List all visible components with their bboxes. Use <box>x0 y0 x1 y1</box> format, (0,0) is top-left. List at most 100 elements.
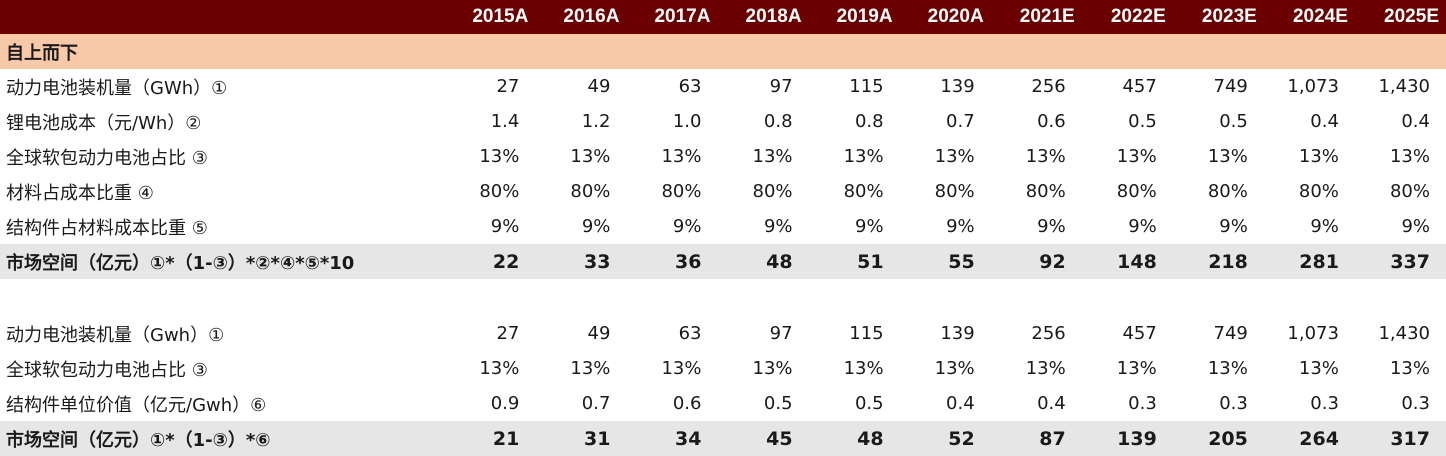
value-cell: 1.2 <box>581 111 611 132</box>
value-cell: 13% <box>570 358 611 379</box>
value-cell: 13% <box>479 358 520 379</box>
value-cell: 13% <box>1025 146 1066 167</box>
value-cell: 1.0 <box>672 111 702 132</box>
value-cell: 9% <box>1310 216 1339 237</box>
value-cell: 63 <box>678 76 702 97</box>
total-value-cell: 22 <box>492 250 520 273</box>
data-row: 结构件单位价值（亿元/Gwh）⑥ 0.9 0.7 0.6 0.5 0.5 0.4 0.4 0.3… <box>0 386 1446 421</box>
total-value-cell: 148 <box>1117 250 1157 273</box>
value-cell: 13% <box>1116 358 1157 379</box>
year-header: 2024E <box>1292 6 1348 27</box>
value-cell: 13% <box>1298 358 1339 379</box>
total-value-cell: 48 <box>857 427 884 450</box>
value-cell: 0.3 <box>1219 393 1248 414</box>
value-cell: 13% <box>1389 358 1430 379</box>
value-cell: 13% <box>752 358 793 379</box>
value-cell: 49 <box>587 323 611 344</box>
value-cell: 0.3 <box>1310 393 1339 414</box>
value-cell: 0.4 <box>1401 111 1430 132</box>
total-value-cell: 218 <box>1208 250 1248 273</box>
total-value-cell: 317 <box>1390 427 1430 450</box>
value-cell: 256 <box>1031 76 1066 97</box>
total-value-cell: 139 <box>1117 427 1157 450</box>
value-cell: 749 <box>1213 323 1248 344</box>
spacer <box>0 279 1446 316</box>
data-row: 全球软包动力电池占比 ③ 13% 13% 13% 13% 13% 13% 13% 13% 13% 1… <box>0 139 1446 174</box>
value-cell: 80% <box>661 181 702 202</box>
value-cell: 115 <box>849 323 884 344</box>
value-cell: 0.8 <box>763 111 793 132</box>
row-label: 动力电池装机量（Gwh）① <box>6 324 225 346</box>
value-cell: 13% <box>661 358 702 379</box>
row-label: 材料占成本比重 ④ <box>6 182 154 204</box>
value-cell: 0.6 <box>672 393 702 414</box>
value-cell: 13% <box>1298 146 1339 167</box>
value-cell: 0.5 <box>854 393 884 414</box>
total-value-cell: 205 <box>1208 427 1248 450</box>
value-cell: 9% <box>855 216 884 237</box>
value-cell: 139 <box>940 323 975 344</box>
year-header: 2017A <box>654 6 711 27</box>
value-cell: 0.8 <box>854 111 884 132</box>
value-cell: 256 <box>1031 323 1066 344</box>
value-cell: 13% <box>479 146 520 167</box>
section-title: 自上而下 <box>6 42 78 64</box>
data-row: 动力电池装机量（GWh）① 27 49 63 97 115 139 256 457 749 1,07… <box>0 69 1446 104</box>
value-cell: 13% <box>934 146 975 167</box>
value-cell: 1,430 <box>1378 76 1430 97</box>
data-row: 材料占成本比重 ④ 80% 80% 80% 80% 80% 80% 80% 80% 80% 80% 8… <box>0 174 1446 209</box>
value-cell: 0.6 <box>1037 111 1066 132</box>
value-cell: 80% <box>1116 181 1157 202</box>
value-cell: 0.7 <box>946 111 975 132</box>
value-cell: 80% <box>1298 181 1339 202</box>
total-value-cell: 281 <box>1299 250 1339 273</box>
total-value-cell: 55 <box>948 250 975 273</box>
value-cell: 80% <box>479 181 520 202</box>
value-cell: 0.3 <box>1401 393 1430 414</box>
value-cell: 13% <box>1025 358 1066 379</box>
data-row: 全球软包动力电池占比 ③ 13% 13% 13% 13% 13% 13% 13% 13% 13% 1… <box>0 351 1446 386</box>
total-value-cell: 92 <box>1039 250 1066 273</box>
value-cell: 80% <box>843 181 884 202</box>
value-cell: 9% <box>763 216 793 237</box>
value-cell: 9% <box>490 216 520 237</box>
value-cell: 49 <box>587 76 611 97</box>
row-label: 全球软包动力电池占比 ③ <box>6 147 208 169</box>
year-header: 2016A <box>563 6 620 27</box>
total-value-cell: 52 <box>948 427 975 450</box>
value-cell: 80% <box>570 181 611 202</box>
value-cell: 139 <box>940 76 975 97</box>
value-cell: 97 <box>769 323 793 344</box>
year-header: 2022E <box>1110 6 1166 27</box>
value-cell: 9% <box>1219 216 1248 237</box>
value-cell: 13% <box>1116 146 1157 167</box>
value-cell: 13% <box>934 358 975 379</box>
value-cell: 80% <box>752 181 793 202</box>
year-header: 2020A <box>927 6 984 27</box>
value-cell: 13% <box>843 358 884 379</box>
total-value-cell: 33 <box>583 250 611 273</box>
table1-body: 自上而下 <box>0 34 1446 69</box>
row-label: 锂电池成本（元/Wh）② <box>6 112 202 134</box>
value-cell: 13% <box>843 146 884 167</box>
row-label: 结构件单位价值（亿元/Gwh）⑥ <box>6 394 267 416</box>
total-label: 市场空间（亿元）①*（1-③）*②*④*⑤*10 <box>6 252 355 274</box>
total-value-cell: 48 <box>766 250 793 273</box>
value-cell: 9% <box>672 216 702 237</box>
value-cell: 115 <box>849 76 884 97</box>
value-cell: 9% <box>946 216 975 237</box>
value-cell: 1,430 <box>1378 323 1430 344</box>
data-row: 锂电池成本（元/Wh）② 1.4 1.2 1.0 0.8 0.8 0.7 0.6 0.5 0.5 0… <box>0 104 1446 139</box>
section-row: 自上而下 <box>0 34 1446 69</box>
spacer-row <box>0 279 1446 316</box>
year-header: 2015A <box>472 6 529 27</box>
value-cell: 1.4 <box>490 111 520 132</box>
total-value-cell: 264 <box>1299 427 1339 450</box>
value-cell: 1,073 <box>1287 323 1339 344</box>
table1-rows: 动力电池装机量（GWh）① 27 49 63 97 115 139 256 457 749 1,07… <box>0 69 1446 279</box>
year-header: 2018A <box>745 6 802 27</box>
value-cell: 0.5 <box>763 393 793 414</box>
year-header: 2023E <box>1201 6 1257 27</box>
header-label-cell <box>0 0 444 34</box>
